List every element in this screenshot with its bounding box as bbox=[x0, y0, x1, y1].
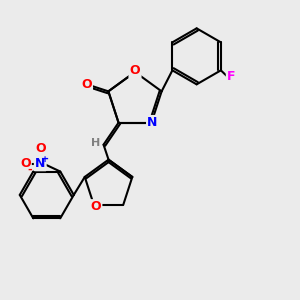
Text: O: O bbox=[130, 64, 140, 77]
Text: O: O bbox=[81, 78, 92, 91]
Text: N: N bbox=[147, 116, 158, 129]
Text: N: N bbox=[35, 157, 46, 170]
Text: +: + bbox=[41, 154, 49, 164]
Text: F: F bbox=[227, 70, 236, 83]
Text: -: - bbox=[27, 164, 32, 175]
Text: O: O bbox=[35, 142, 46, 155]
Text: O: O bbox=[20, 157, 31, 170]
Text: H: H bbox=[91, 138, 100, 148]
Text: O: O bbox=[91, 200, 101, 213]
